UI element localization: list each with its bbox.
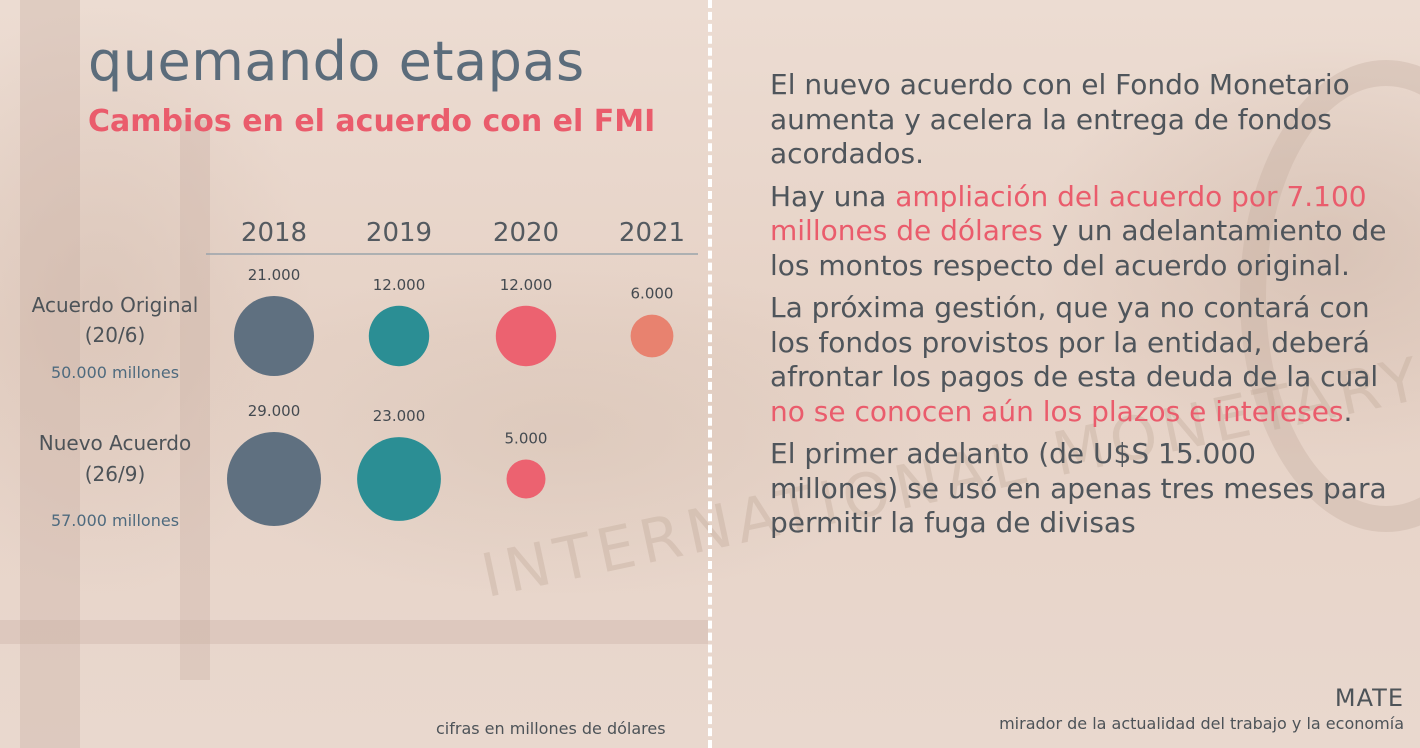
background-ledge [0,620,708,644]
article-text: El nuevo acuerdo con el Fondo Monetario … [770,68,1390,549]
value-labels: 21.000 12.000 12.000 6.000 29.000 23.000 5.000 [248,266,674,448]
bubble-nuevo-2020 [506,459,546,499]
row-label-original: Acuerdo Original [32,293,199,317]
chart-footnote: cifras en millones de dólares [436,719,666,738]
value-label-nuevo-2019: 23.000 [373,407,426,425]
value-label-original-2020: 12.000 [500,276,553,294]
paragraph-3: La próxima gestión, que ya no contará co… [770,291,1390,429]
paragraph-3-start: La próxima gestión, que ya no contará co… [770,291,1379,393]
bubble-original-2021 [630,314,674,358]
year-label-2018: 2018 [241,218,307,248]
background-column [180,120,210,680]
bubble-original-2020 [495,305,557,367]
page-subtitle: Cambios en el acuerdo con el FMI [88,104,656,139]
paragraph-2-start: Hay una [770,179,896,213]
year-label-2021: 2021 [619,218,685,248]
bubble-original-2019 [368,305,430,367]
row-total-original: 50.000 millones [51,363,179,382]
value-label-nuevo-2020: 5.000 [505,430,548,448]
brand-logo-text: MATE [1334,684,1404,712]
paragraph-3-end: . [1343,394,1353,428]
panel-divider [708,0,712,748]
paragraph-3-highlight: no se conocen aún los plazos e intereses [770,394,1344,428]
paragraph-1: El nuevo acuerdo con el Fondo Monetario … [770,68,1350,170]
value-label-original-2018: 21.000 [248,266,301,284]
brand-tagline: mirador de la actualidad del trabajo y l… [999,714,1404,733]
row-date-nuevo: (26/9) [85,462,146,486]
bubbles [227,296,674,526]
paragraph-2-highlight: ampliación del acuerdo por 7.100 millone… [770,179,1367,248]
bubble-nuevo-2019 [357,437,441,521]
year-label-2020: 2020 [493,218,559,248]
row-date-original: (20/6) [85,323,146,347]
background-column [20,0,80,748]
row-label-nuevo: Nuevo Acuerdo [39,431,191,455]
year-label-2019: 2019 [366,218,432,248]
bubble-nuevo-2018 [227,432,321,526]
paragraph-2: Hay una ampliación del acuerdo por 7.100… [770,180,1390,284]
page-title: quemando etapas [88,30,585,93]
row-total-nuevo: 57.000 millones [51,511,179,530]
value-label-original-2019: 12.000 [373,276,426,294]
year-labels: 2018 2019 2020 2021 [241,218,685,248]
bubble-original-2018 [234,296,314,376]
paragraph-2-end: y un adelantamiento de los montos respec… [770,214,1387,282]
row-labels: Acuerdo Original (20/6) 50.000 millones Nue… [32,293,199,530]
value-label-nuevo-2018: 29.000 [248,402,301,420]
bubble-chart: 2018 2019 2020 2021 Acuerdo Original (20/6) 5… [32,218,698,530]
value-label-original-2021: 6.000 [631,285,674,303]
paragraph-4: El primer adelanto (de U$S 15.000 millon… [770,437,1387,539]
